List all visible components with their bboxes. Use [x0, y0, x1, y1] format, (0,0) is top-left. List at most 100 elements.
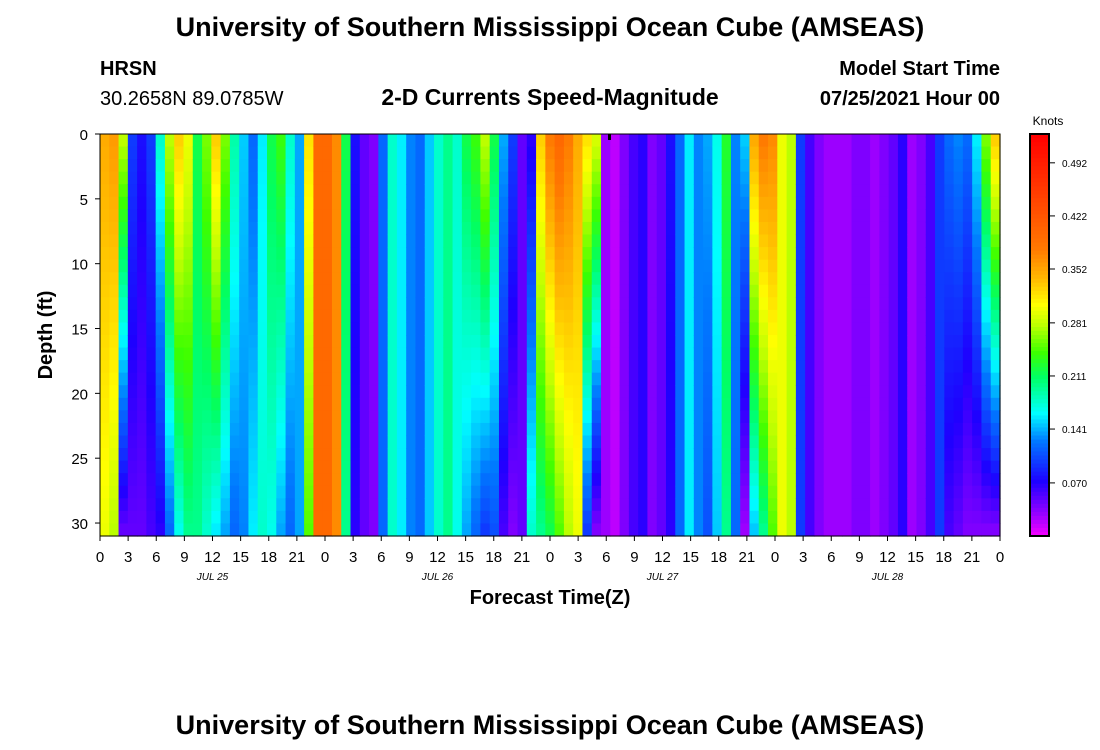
heatmap-cell: [471, 335, 482, 349]
heatmap-cell: [480, 272, 491, 286]
heatmap-cell: [508, 184, 519, 198]
heatmap-cell: [202, 234, 212, 248]
heatmap-cell: [935, 171, 945, 185]
heatmap-cell: [703, 284, 713, 298]
heatmap-cell: [369, 448, 379, 462]
heatmap-cell: [174, 247, 185, 261]
heatmap-cell: [508, 498, 519, 512]
heatmap-cell: [665, 272, 676, 286]
heatmap-cell: [638, 221, 649, 236]
heatmap-cell: [434, 234, 444, 248]
colorbar-segment: [1030, 274, 1049, 280]
heatmap-cell: [907, 234, 918, 248]
heatmap-cell: [100, 347, 110, 361]
heatmap-cell: [183, 146, 194, 160]
heatmap-cell: [768, 347, 778, 361]
heatmap-cell: [749, 247, 760, 261]
heatmap-cell: [823, 485, 834, 499]
colorbar-segment: [1030, 270, 1049, 276]
heatmap-cell: [406, 259, 417, 273]
heatmap-cell: [415, 171, 426, 185]
heatmap-cell: [331, 360, 342, 374]
heatmap-cell: [554, 372, 565, 386]
heatmap-cell: [508, 335, 519, 349]
heatmap-cell: [879, 410, 890, 424]
heatmap-cell: [164, 510, 175, 525]
heatmap-cell: [944, 297, 955, 311]
heatmap-cell: [118, 473, 129, 487]
heatmap-cell: [851, 360, 862, 374]
heatmap-cell: [183, 347, 194, 361]
heatmap-cell: [879, 159, 890, 173]
heatmap-cell: [990, 284, 1001, 298]
heatmap-cell: [684, 397, 695, 411]
heatmap-cell: [907, 448, 918, 462]
heatmap-cell: [508, 422, 519, 437]
heatmap-cell: [693, 196, 704, 210]
heatmap-cell: [155, 435, 166, 449]
heatmap-cell: [146, 498, 157, 512]
heatmap-cell: [276, 410, 287, 424]
heatmap-cell: [805, 159, 816, 173]
heatmap-cell: [164, 347, 175, 361]
heatmap-cell: [146, 234, 157, 248]
colorbar-tick-label: 0.422: [1062, 212, 1087, 223]
heatmap-cell: [359, 460, 370, 474]
heatmap-cell: [536, 410, 546, 424]
heatmap-cell: [675, 435, 686, 449]
heatmap-cell: [870, 335, 880, 349]
heatmap-cell: [461, 171, 472, 185]
heatmap-cell: [304, 410, 314, 424]
heatmap-cell: [879, 485, 890, 499]
heatmap-cell: [285, 422, 296, 437]
heatmap-cell: [619, 247, 630, 261]
heatmap-cell: [647, 146, 658, 160]
heatmap-cell: [202, 372, 212, 386]
heatmap-cell: [183, 134, 194, 148]
heatmap-cell: [434, 297, 444, 311]
heatmap-cell: [341, 184, 352, 198]
heatmap-cell: [944, 259, 955, 273]
heatmap-cell: [777, 259, 788, 273]
heatmap-cells: [100, 134, 1001, 537]
heatmap-cell: [656, 347, 667, 361]
heatmap-cell: [174, 410, 185, 424]
heatmap-cell: [480, 159, 491, 173]
heatmap-cell: [109, 347, 120, 361]
heatmap-cell: [164, 422, 175, 437]
heatmap-cell: [675, 523, 686, 537]
heatmap-cell: [935, 159, 945, 173]
colorbar-segment: [1030, 138, 1049, 143]
heatmap-cell: [768, 209, 778, 223]
heatmap-cell: [935, 234, 945, 248]
heatmap-cell: [870, 448, 880, 462]
heatmap-cell: [935, 385, 945, 399]
heatmap-cell: [526, 134, 537, 148]
heatmap-cell: [331, 234, 342, 248]
heatmap-cell: [582, 473, 593, 487]
heatmap-cell: [313, 221, 324, 236]
heatmap-cell: [684, 498, 695, 512]
heatmap-cell: [777, 297, 788, 311]
heatmap-cell: [879, 297, 890, 311]
heatmap-cell: [823, 146, 834, 160]
heatmap-cell: [981, 309, 992, 324]
heatmap-cell: [879, 397, 890, 411]
heatmap-cell: [860, 184, 871, 198]
heatmap-cell: [545, 473, 556, 487]
heatmap-cell: [434, 259, 444, 273]
heatmap-cell: [387, 196, 398, 210]
heatmap-cell: [675, 397, 686, 411]
heatmap-cell: [192, 297, 203, 311]
heatmap-cell: [480, 209, 491, 223]
heatmap-cell: [693, 360, 704, 374]
heatmap-cell: [248, 284, 259, 298]
heatmap-cell: [768, 184, 778, 198]
heatmap-cell: [536, 171, 546, 185]
heatmap-cell: [777, 146, 788, 160]
heatmap-cell: [647, 209, 658, 223]
heatmap-cell: [155, 422, 166, 437]
heatmap-cell: [118, 523, 129, 537]
heatmap-cell: [851, 159, 862, 173]
heatmap-cell: [350, 460, 361, 474]
